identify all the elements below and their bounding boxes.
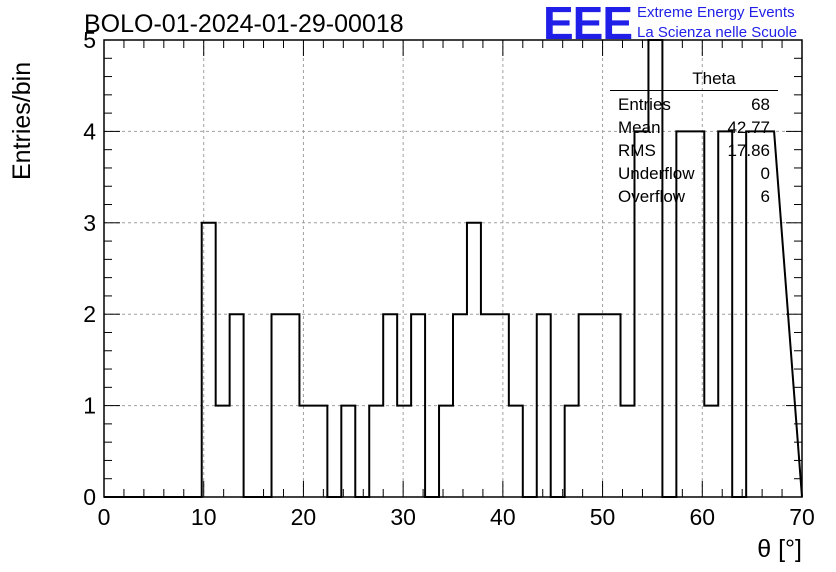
stats-label: Underflow — [618, 164, 695, 183]
y-tick-label: 4 — [83, 118, 96, 144]
histogram-bin — [383, 314, 397, 497]
histogram-bin — [621, 406, 635, 497]
histogram-bin — [439, 406, 453, 497]
stats-row-underflow: Underflow 0 — [610, 162, 778, 185]
histogram-bin — [216, 406, 230, 497]
chart-title: BOLO-01-2024-01-29-00018 — [84, 10, 404, 38]
y-axis-label: Entries/bin — [8, 61, 36, 180]
histogram-bin — [467, 223, 481, 497]
x-tick-label: 60 — [689, 504, 715, 530]
stats-title: Theta — [692, 69, 736, 88]
x-tick-label: 10 — [191, 504, 217, 530]
histogram-bin — [313, 406, 327, 497]
x-tick-label: 70 — [789, 504, 815, 530]
stats-value: 6 — [760, 187, 770, 206]
stats-label: RMS — [618, 141, 656, 160]
stats-value: 0 — [760, 164, 770, 183]
stats-value: 68 — [751, 95, 770, 114]
y-tick-label: 1 — [83, 393, 96, 419]
histogram-bin — [565, 406, 579, 497]
eee-logo: EEE — [543, 0, 633, 49]
y-tick-label: 0 — [83, 484, 96, 510]
stats-separator — [610, 90, 778, 91]
plot-frame — [103, 39, 803, 498]
x-tick-label: 30 — [390, 504, 416, 530]
stats-row-entries: Entries 68 — [610, 93, 778, 116]
logo-line-2: La Scienza nelle Scuole — [637, 24, 798, 41]
y-tick-label: 3 — [83, 210, 96, 236]
stats-box: Theta Entries 68 Mean 42.77 RMS 17.86 Un… — [610, 68, 778, 208]
histogram-bin — [397, 406, 411, 497]
x-tick-label: 40 — [490, 504, 516, 530]
stats-row-overflow: Overflow 6 — [610, 185, 778, 208]
histogram-bin — [299, 406, 313, 497]
histogram-bin — [704, 406, 718, 497]
x-tick-label: 0 — [98, 504, 111, 530]
x-tick-label: 50 — [590, 504, 616, 530]
stats-row-rms: RMS 17.86 — [610, 139, 778, 162]
histogram-bin — [369, 406, 383, 497]
y-tick-label: 2 — [83, 301, 96, 327]
stats-label: Overflow — [618, 187, 686, 206]
stats-row-mean: Mean 42.77 — [610, 116, 778, 139]
logo-line-1: Extreme Energy Events — [637, 4, 795, 21]
x-tick-label: 20 — [291, 504, 317, 530]
stats-value: 17.86 — [727, 141, 770, 160]
stats-label: Mean — [618, 118, 661, 137]
y-tick-label: 5 — [83, 27, 96, 53]
histogram-bin — [509, 406, 523, 497]
x-axis-label: θ [°] — [757, 535, 802, 563]
stats-value: 42.77 — [727, 118, 770, 137]
stats-label: Entries — [618, 95, 671, 114]
histogram-bin — [341, 406, 355, 497]
